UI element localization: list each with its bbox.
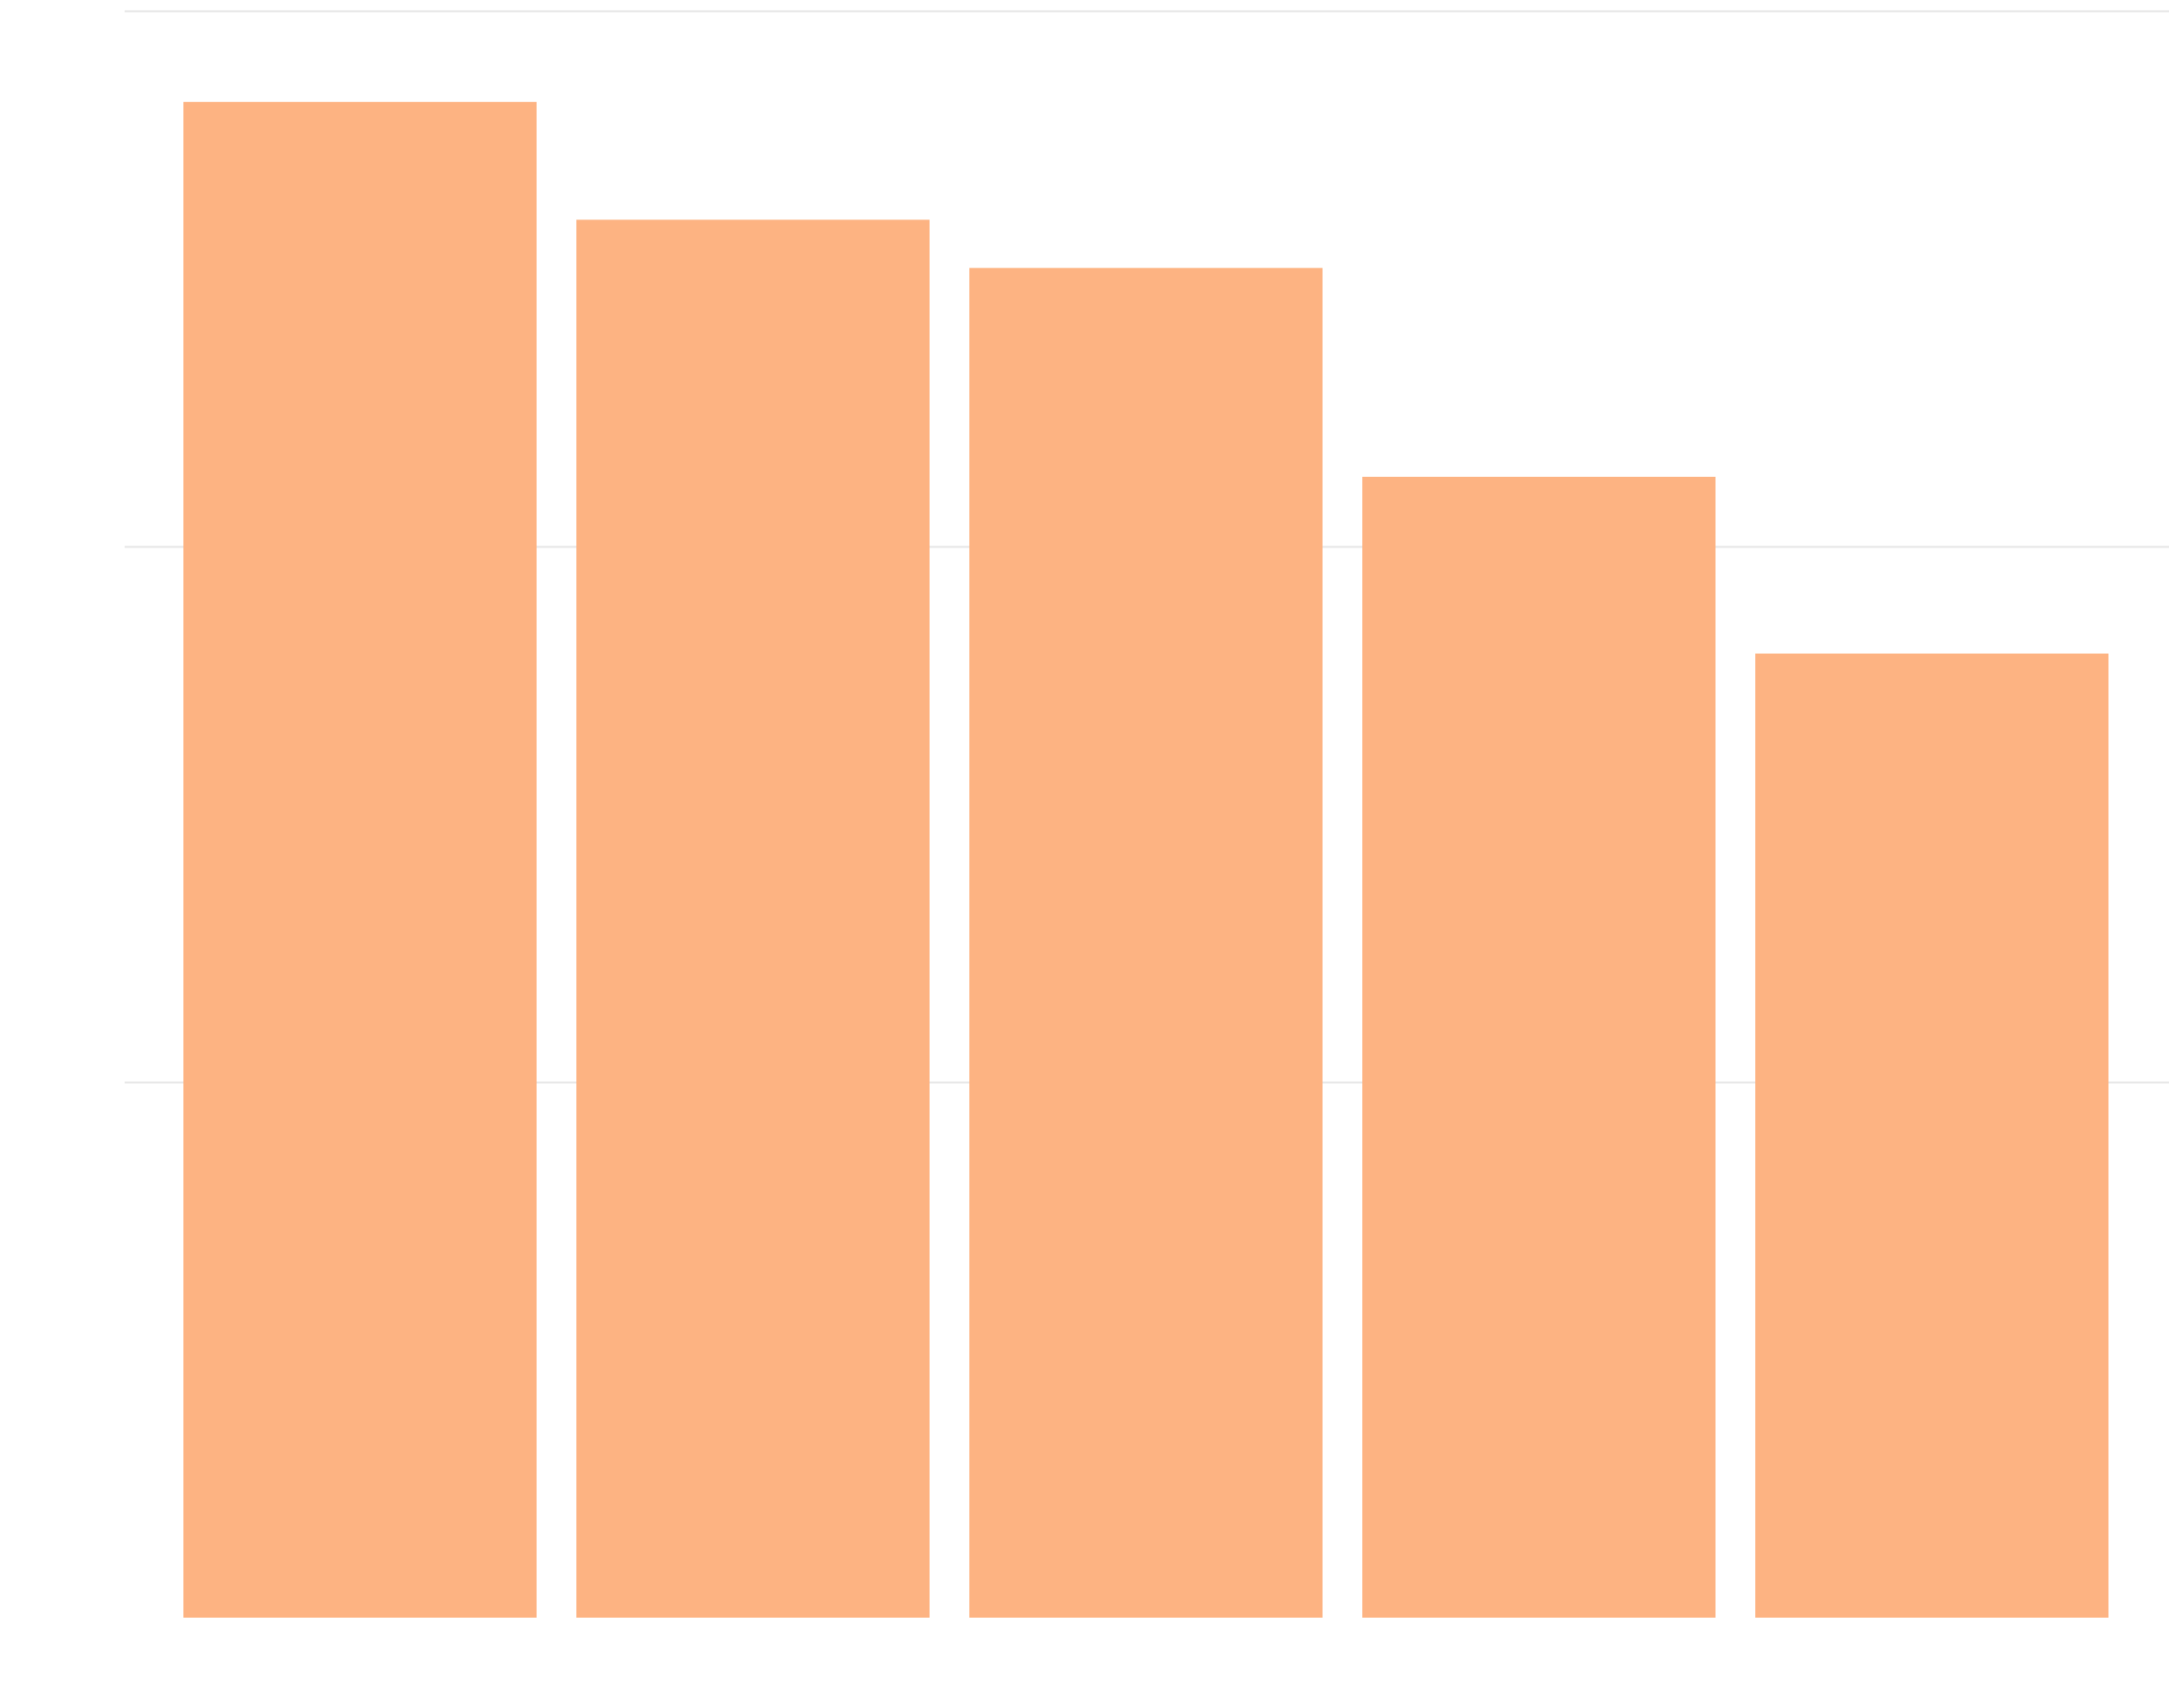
bar-3 bbox=[969, 267, 1323, 1618]
bar-5 bbox=[1755, 653, 2108, 1618]
bars bbox=[183, 101, 2108, 1619]
bar-4 bbox=[1362, 476, 1716, 1619]
bar-1 bbox=[183, 101, 537, 1618]
bar-2 bbox=[576, 219, 930, 1618]
